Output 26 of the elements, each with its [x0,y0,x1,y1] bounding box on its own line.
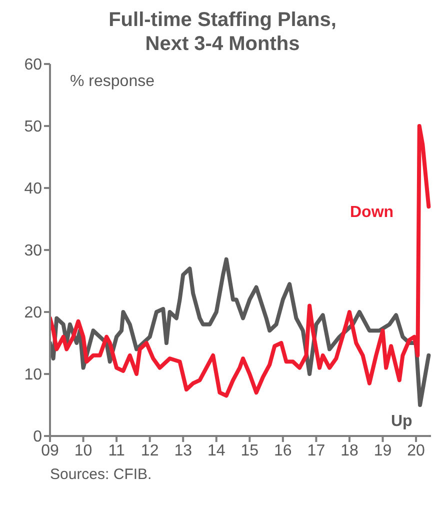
y-tick-label: 40 [24,180,42,198]
x-tick-label: 09 [41,442,59,460]
source-note: Sources: CFIB. [49,466,153,483]
x-tick-label: 16 [274,442,292,460]
line-series [50,257,431,407]
y-tick-label: 0 [33,428,42,446]
x-tick-label: 15 [240,442,259,460]
x-tick-label: 19 [374,442,392,460]
y-tick-label: 10 [24,366,42,384]
y-tick-label: 60 [24,56,42,74]
x-tick-label: 13 [174,442,192,460]
x-tick-label: 11 [108,442,125,460]
x-tick-label: 18 [340,442,358,460]
y-tick-label: 20 [24,304,42,322]
x-tick-label: 14 [207,442,226,460]
x-tick-label: 20 [407,442,426,460]
y-axis-title: % response [70,73,155,90]
line-series [50,124,431,398]
x-tick-label: 10 [74,442,92,460]
x-tick-label: 12 [140,442,159,460]
series-label: Up [391,413,413,430]
chart-title: Full-time Staffing Plans, Next 3-4 Months [108,8,338,56]
y-tick-label: 50 [24,118,42,136]
x-tick-label: 17 [307,442,326,460]
y-tick-label: 30 [24,242,42,260]
series-label: Down [350,204,394,221]
